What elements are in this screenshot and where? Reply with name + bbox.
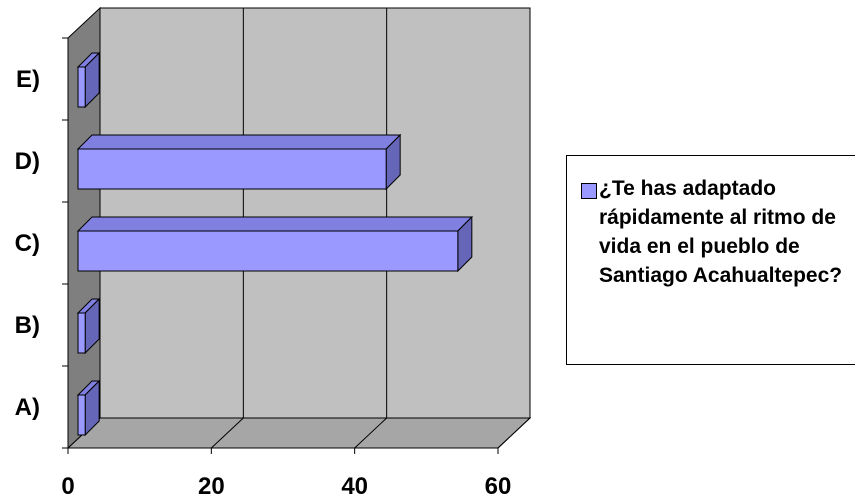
- bar: [77, 230, 459, 272]
- bar-top: [76, 134, 402, 150]
- y-tick-label: C): [15, 230, 40, 257]
- gridline-floor: [497, 417, 531, 449]
- legend-swatch: [581, 183, 597, 199]
- bars-layer: [76, 51, 474, 437]
- plot-back-wall: [99, 7, 531, 419]
- y-tick-label: D): [15, 148, 40, 175]
- x-tick-label: 40: [341, 473, 368, 500]
- bar: [77, 394, 86, 436]
- legend-label: ¿Te has adaptado rápidamente al ritmo de…: [599, 177, 843, 287]
- x-tick-label: 20: [198, 473, 225, 500]
- y-tick-label: B): [15, 312, 40, 339]
- legend: ¿Te has adaptado rápidamente al ritmo de…: [566, 155, 855, 365]
- x-tick-label: 0: [61, 473, 74, 500]
- bar-top: [76, 216, 474, 232]
- y-tick-label: E): [16, 66, 40, 93]
- bar: [77, 148, 387, 190]
- plot-floor: [66, 417, 532, 449]
- gridline-floor: [210, 417, 244, 449]
- y-tick-label: A): [15, 394, 40, 421]
- bar: [77, 66, 86, 108]
- gridline-floor: [354, 417, 388, 449]
- axis-layer: A) B) C) D) E) 0 20 40 60: [15, 37, 512, 500]
- bar: [77, 312, 86, 354]
- x-tick-label: 60: [485, 473, 512, 500]
